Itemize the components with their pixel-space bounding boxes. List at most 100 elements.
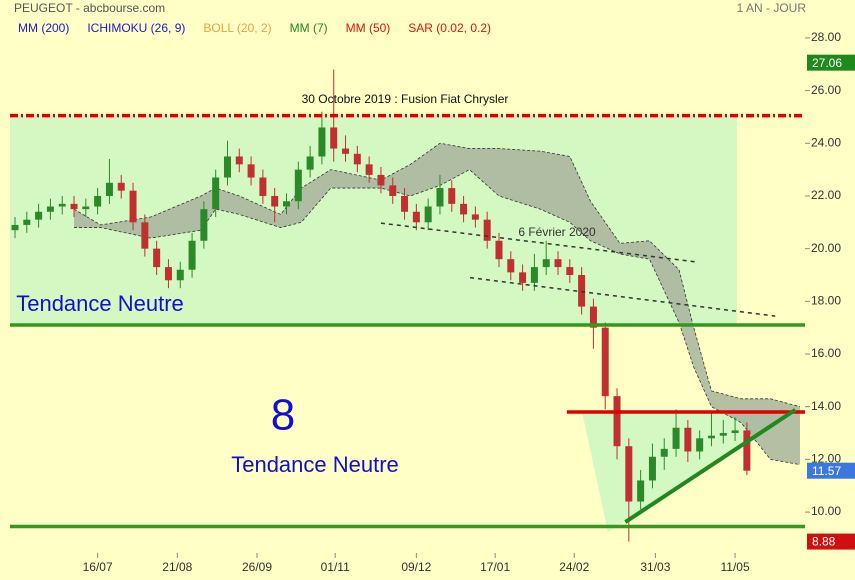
triangle-zone bbox=[582, 410, 795, 532]
y-tick-label: 20.00 bbox=[811, 241, 841, 255]
candle-body bbox=[212, 177, 220, 210]
candle-body bbox=[271, 195, 279, 207]
candle-body bbox=[660, 448, 668, 457]
main-layer bbox=[10, 69, 805, 542]
candle-body bbox=[696, 438, 704, 452]
x-tick-label: 21/08 bbox=[162, 560, 192, 574]
candle-body bbox=[365, 164, 373, 175]
candle-body bbox=[648, 456, 656, 481]
candle-body bbox=[743, 430, 751, 471]
candle-body bbox=[424, 206, 432, 223]
x-tick-label: 01/11 bbox=[321, 560, 350, 574]
cloud-lower bbox=[74, 169, 801, 466]
x-tick-label: 24/02 bbox=[559, 560, 589, 574]
period: 1 AN - JOUR bbox=[737, 1, 807, 15]
price-tag-label: 27.06 bbox=[812, 56, 842, 70]
chart-title: PEUGEOT - abcbourse.com bbox=[14, 1, 165, 15]
candle-body bbox=[601, 327, 609, 397]
legend-entry: MM (50) bbox=[346, 21, 391, 35]
y-tick-label: 10.00 bbox=[811, 504, 841, 518]
candle-body bbox=[318, 127, 326, 157]
annotation: 6 Février 2020 bbox=[518, 225, 596, 239]
candle-body bbox=[294, 169, 302, 202]
candle-body bbox=[507, 259, 515, 273]
candle-body bbox=[637, 480, 645, 502]
candle-body bbox=[589, 306, 597, 328]
candle-body bbox=[731, 430, 739, 434]
candle-body bbox=[70, 203, 78, 210]
y-tick-label: 16.00 bbox=[811, 346, 841, 360]
candle-body bbox=[141, 222, 149, 249]
candle-body bbox=[377, 174, 385, 186]
annotation: Tendance Neutre bbox=[16, 291, 184, 316]
candle-body bbox=[625, 446, 633, 502]
candle-body bbox=[105, 182, 113, 196]
legend-entry: MM (200) bbox=[18, 21, 69, 35]
candle-body bbox=[460, 203, 468, 215]
legend-entry: MM (7) bbox=[290, 21, 328, 35]
candle-body bbox=[342, 148, 350, 154]
candle-body bbox=[35, 211, 43, 220]
y-tick-label: 28.00 bbox=[811, 30, 841, 44]
x-tick-label: 17/01 bbox=[480, 560, 510, 574]
price-tag bbox=[807, 533, 855, 550]
legend-entry: SAR (0.02, 0.2) bbox=[408, 21, 491, 35]
candle-body bbox=[471, 214, 479, 220]
y-tick-label: 18.00 bbox=[811, 294, 841, 308]
candle-body bbox=[117, 182, 125, 191]
candle-body bbox=[259, 177, 267, 196]
annotation: Tendance Neutre bbox=[231, 452, 399, 477]
x-tick-label: 09/12 bbox=[401, 560, 431, 574]
candle-body bbox=[495, 240, 503, 260]
y-tick-label: 22.00 bbox=[811, 188, 841, 202]
candle-body bbox=[129, 190, 137, 223]
candle-body bbox=[613, 396, 621, 447]
candle-body bbox=[58, 203, 66, 207]
candle-body bbox=[412, 211, 420, 223]
candle-body bbox=[542, 259, 550, 268]
candle-body bbox=[46, 206, 54, 212]
candle-body bbox=[176, 269, 184, 281]
candle-body bbox=[448, 188, 456, 204]
candle-body bbox=[153, 248, 161, 268]
candle-body bbox=[164, 267, 172, 281]
trend-line bbox=[624, 408, 797, 524]
candle-body bbox=[719, 433, 727, 436]
candle-body bbox=[283, 201, 291, 207]
candle-body bbox=[94, 195, 102, 207]
annotation: 8 bbox=[271, 391, 295, 440]
price-tag-label: 11.57 bbox=[812, 464, 841, 478]
candle-body bbox=[519, 272, 527, 283]
candle-body bbox=[235, 156, 243, 165]
candle-body bbox=[566, 267, 574, 275]
candle-body bbox=[401, 195, 409, 212]
candle-body bbox=[389, 185, 397, 196]
y-tick-label: 14.00 bbox=[811, 399, 841, 413]
price-tag bbox=[807, 54, 855, 71]
candle-body bbox=[554, 259, 562, 268]
annotation: 30 Octobre 2019 : Fusion Fiat Chrysler bbox=[302, 92, 509, 106]
candle-body bbox=[707, 435, 715, 439]
candle-body bbox=[188, 240, 196, 270]
y-tick-label: 24.00 bbox=[811, 135, 841, 149]
legend-entry: BOLL (20, 2) bbox=[203, 21, 271, 35]
candle-body bbox=[684, 427, 692, 452]
candle-body bbox=[200, 209, 208, 241]
candle-body bbox=[23, 219, 31, 225]
legend-entry: ICHIMOKU (26, 9) bbox=[87, 21, 185, 35]
x-tick-label: 26/09 bbox=[242, 560, 272, 574]
candle-body bbox=[82, 206, 90, 210]
x-tick-label: 11/05 bbox=[721, 560, 750, 574]
candle-body bbox=[530, 267, 538, 283]
price-tag-label: 8.88 bbox=[812, 535, 836, 549]
price-tag bbox=[807, 462, 855, 479]
candle-body bbox=[353, 153, 361, 165]
y-tick-label: 26.00 bbox=[811, 83, 841, 97]
candle-body bbox=[330, 127, 338, 149]
candle-body bbox=[247, 164, 255, 178]
x-tick-label: 16/07 bbox=[83, 560, 113, 574]
candle-body bbox=[11, 224, 19, 231]
candle-body bbox=[223, 156, 231, 178]
candle-body bbox=[672, 427, 680, 449]
